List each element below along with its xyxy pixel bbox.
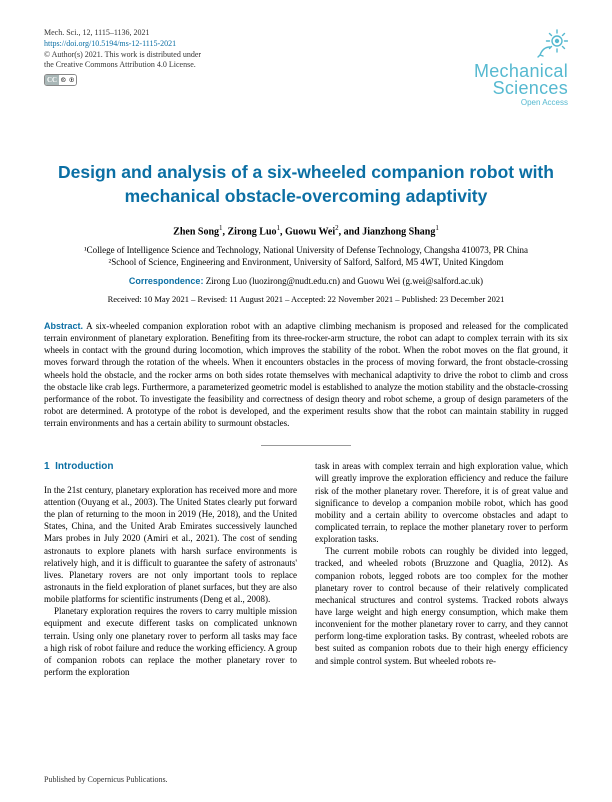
body-columns: 1 Introduction In the 21st century, plan… [44, 460, 568, 678]
citation-line: Mech. Sci., 12, 1115–1136, 2021 [44, 28, 201, 39]
gear-robot-icon [534, 28, 568, 63]
copyright-line: © Author(s) 2021. This work is distribut… [44, 50, 201, 61]
header: Mech. Sci., 12, 1115–1136, 2021 https://… [44, 28, 568, 107]
body-para-2: Planetary exploration requires the rover… [44, 605, 297, 678]
dates-line: Received: 10 May 2021 – Revised: 11 Augu… [44, 294, 568, 304]
doi-link[interactable]: https://doi.org/10.5194/ms-12-1115-2021 [44, 39, 201, 50]
section-divider [261, 445, 351, 446]
body-para-3: task in areas with complex terrain and h… [315, 460, 568, 545]
cc-icon: 🅭 [59, 74, 67, 86]
journal-logo: Mechanical Sciences Open Access [474, 28, 568, 107]
page: Mech. Sci., 12, 1115–1136, 2021 https://… [0, 0, 612, 698]
abstract: Abstract. A six-wheeled companion explor… [44, 320, 568, 429]
paper-title: Design and analysis of a six-wheeled com… [44, 161, 568, 208]
right-column: task in areas with complex terrain and h… [315, 460, 568, 678]
body-para-4: The current mobile robots can roughly be… [315, 545, 568, 666]
affiliations: ¹College of Intelligence Science and Tec… [44, 244, 568, 268]
footer-publisher: Published by Copernicus Publications. [44, 775, 168, 784]
left-column: 1 Introduction In the 21st century, plan… [44, 460, 297, 678]
by-icon: 🅯 [67, 74, 75, 86]
open-access-label: Open Access [474, 98, 568, 107]
journal-name-line2: Sciences [474, 80, 568, 97]
meta-block: Mech. Sci., 12, 1115–1136, 2021 https://… [44, 28, 201, 86]
correspondence-label: Correspondence: [129, 276, 204, 286]
affiliation-1: ¹College of Intelligence Science and Tec… [44, 244, 568, 256]
title-block: Design and analysis of a six-wheeled com… [44, 161, 568, 304]
affiliation-2: ²School of Science, Engineering and Envi… [44, 256, 568, 268]
cc-label: CC [45, 74, 59, 86]
license-line: the Creative Commons Attribution 4.0 Lic… [44, 60, 201, 71]
abstract-text: A six-wheeled companion exploration robo… [44, 321, 568, 428]
section-heading: 1 Introduction [44, 460, 297, 474]
abstract-label: Abstract. [44, 321, 83, 331]
body-para-1: In the 21st century, planetary explorati… [44, 484, 297, 605]
correspondence-text: Zirong Luo (luozirong@nudt.edu.cn) and G… [206, 276, 483, 286]
correspondence: Correspondence: Zirong Luo (luozirong@nu… [44, 276, 568, 286]
section-title: Introduction [55, 461, 113, 472]
cc-license-badge[interactable]: CC 🅭 🅯 [44, 74, 77, 86]
authors-line: Zhen Song1, Zirong Luo1, Guowu Wei2, and… [44, 224, 568, 237]
section-number: 1 [44, 461, 50, 472]
